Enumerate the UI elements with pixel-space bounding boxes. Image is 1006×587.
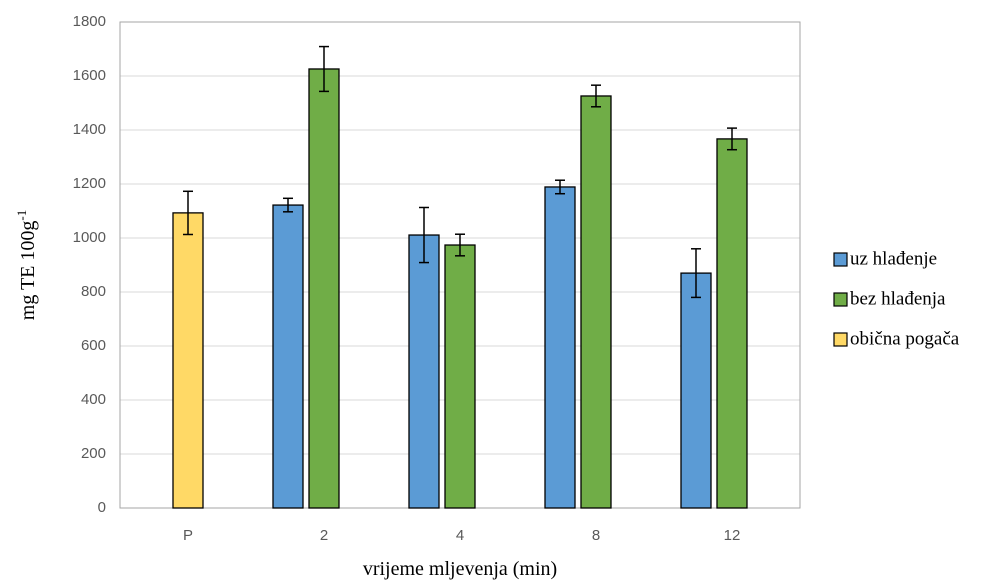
error-bar [283, 197, 293, 213]
y-tick-label: 600 [81, 337, 106, 354]
x-tick-label: 2 [320, 527, 328, 544]
bar [444, 244, 476, 509]
bar [680, 272, 712, 509]
y-axis-label: mg TE 100g-1 [14, 210, 39, 320]
y-tick-label: 0 [98, 499, 106, 516]
error-bar [419, 206, 429, 264]
x-tick-label: 4 [456, 527, 464, 544]
legend-label: uz hlađenje [850, 248, 937, 269]
error-bar [455, 233, 465, 257]
x-tick-label: 8 [592, 527, 600, 544]
legend-label: bez hlađenja [850, 288, 946, 309]
legend-swatch [833, 292, 848, 307]
y-tick-label: 400 [81, 391, 106, 408]
y-tick-label: 1800 [73, 13, 106, 30]
y-axis-label-sup: -1 [14, 210, 29, 221]
bar [544, 186, 576, 509]
bar [272, 204, 304, 509]
legend-label: obična pogača [850, 328, 960, 349]
y-tick-label: 800 [81, 283, 106, 300]
bar [408, 234, 440, 509]
x-axis-label: vrijeme mljevenja (min) [363, 558, 557, 580]
legend-swatch [833, 332, 848, 347]
bar [580, 95, 612, 509]
x-tick-label: P [183, 527, 193, 544]
y-tick-label: 1000 [73, 229, 106, 246]
y-tick-label: 1200 [73, 175, 106, 192]
bar [172, 212, 204, 509]
y-tick-label: 1600 [73, 67, 106, 84]
bar [308, 68, 340, 509]
error-bar [727, 127, 737, 151]
error-bar [319, 45, 329, 93]
x-tick-label: 12 [724, 527, 741, 544]
y-tick-label: 1400 [73, 121, 106, 138]
y-tick-label: 200 [81, 445, 106, 462]
y-axis-label-text: mg TE 100g [17, 221, 39, 321]
error-bar [555, 179, 565, 195]
bar [716, 138, 748, 509]
error-bar [183, 190, 193, 236]
error-bar [691, 248, 701, 299]
legend-swatch [833, 252, 848, 267]
error-bar [591, 84, 601, 108]
